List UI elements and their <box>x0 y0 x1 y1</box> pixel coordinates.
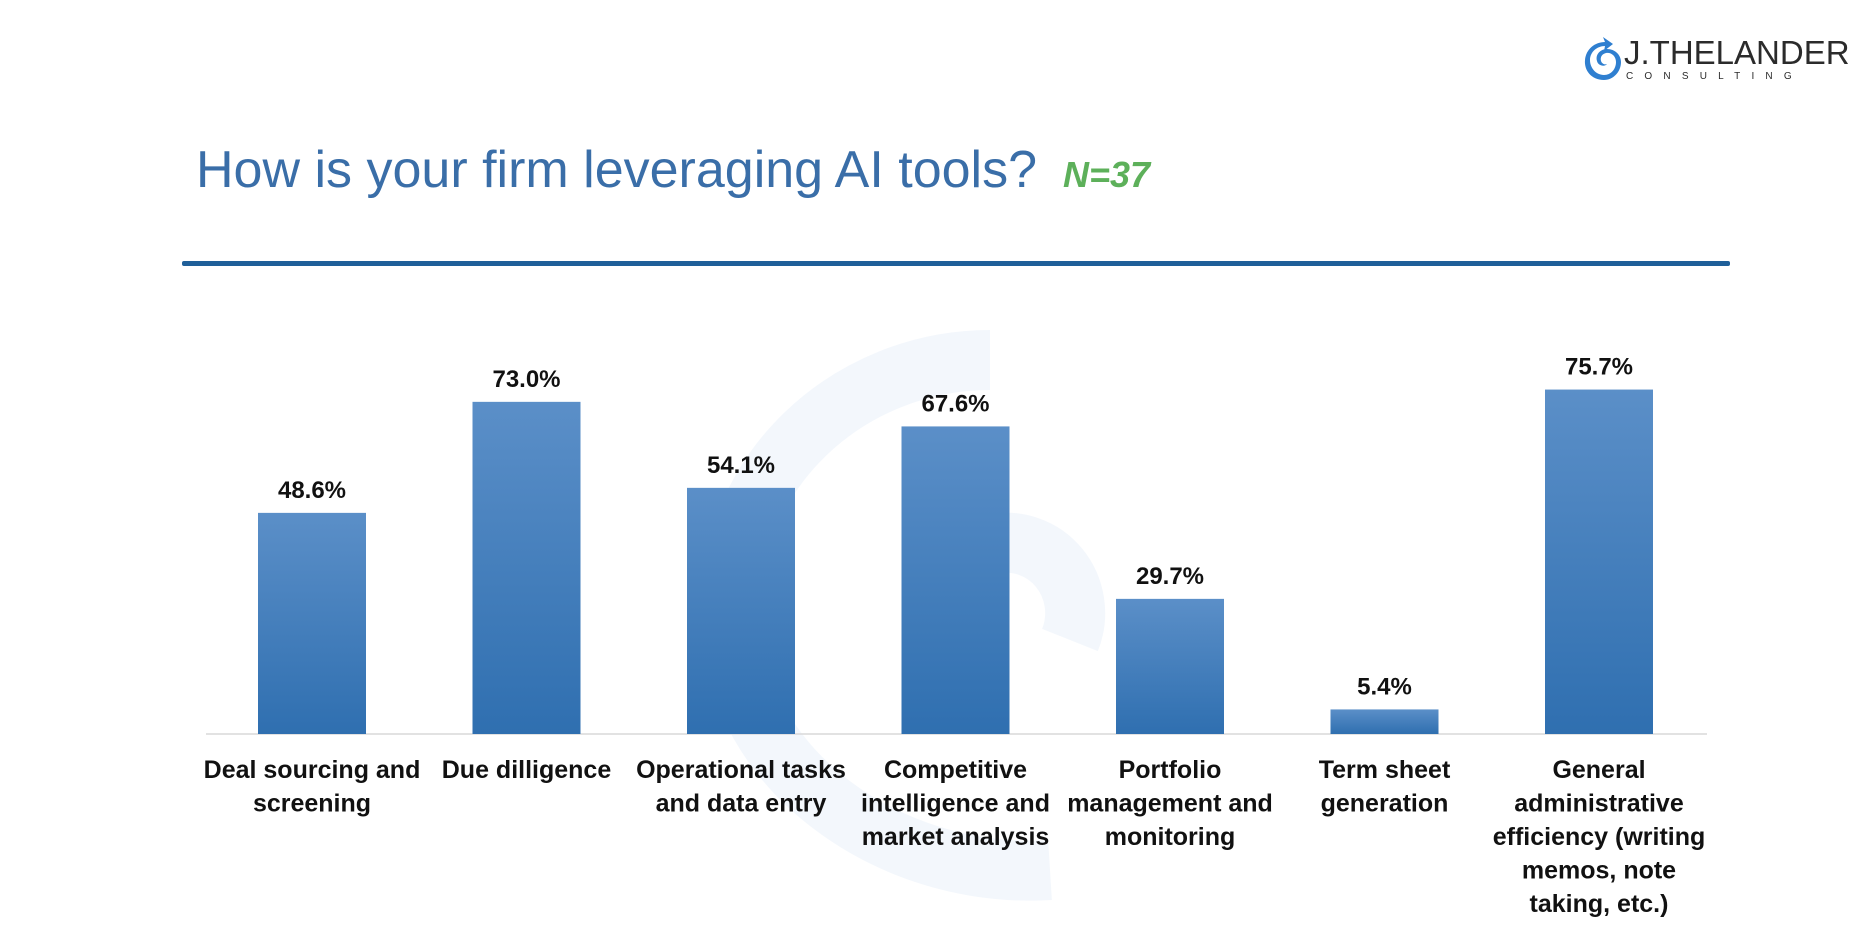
bar-2 <box>472 401 581 734</box>
sample-size-label: N=37 <box>1063 154 1151 195</box>
swirl-logo-icon <box>1584 37 1621 80</box>
bar-6 <box>1330 709 1439 734</box>
page-title: How is your firm leveraging AI tools? <box>196 141 1038 199</box>
bar-3 <box>687 487 795 734</box>
brand-logo: J.THELANDER CONSULTING <box>1580 34 1850 88</box>
value-label-3: 54.1% <box>707 452 775 479</box>
bar-1 <box>258 512 366 734</box>
category-label-6: Term sheet generation <box>1319 756 1451 818</box>
value-label-7: 75.7% <box>1565 354 1633 381</box>
value-label-2: 73.0% <box>492 366 560 393</box>
bar-5 <box>1116 598 1224 734</box>
brand-subtitle: CONSULTING <box>1626 71 1803 82</box>
bar-4 <box>901 426 1010 734</box>
header: How is your firm leveraging AI tools? N=3… <box>196 140 1150 200</box>
value-label-1: 48.6% <box>278 477 346 504</box>
category-label-2: Due dilligence <box>442 756 612 784</box>
value-label-4: 67.6% <box>921 390 989 417</box>
value-label-6: 5.4% <box>1357 673 1412 700</box>
value-label-5: 29.7% <box>1136 563 1204 590</box>
bar-7 <box>1545 389 1653 734</box>
category-label-3: Operational tasks and data entry <box>636 756 846 818</box>
title-divider <box>182 261 1730 266</box>
brand-name: J.THELANDER <box>1624 34 1850 71</box>
category-label-7: General administrative efficiency (writing… <box>1493 756 1706 918</box>
category-label-1: Deal sourcing and screening <box>204 756 421 818</box>
category-label-5: Portfolio management and monitoring <box>1067 756 1273 851</box>
category-label-4: Competitive intelligence and market analys… <box>861 756 1050 851</box>
